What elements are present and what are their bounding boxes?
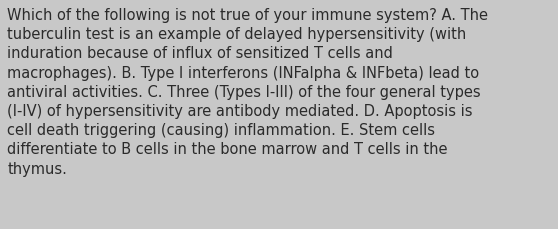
- Text: Which of the following is not true of your immune system? A. The
tuberculin test: Which of the following is not true of yo…: [7, 8, 488, 176]
